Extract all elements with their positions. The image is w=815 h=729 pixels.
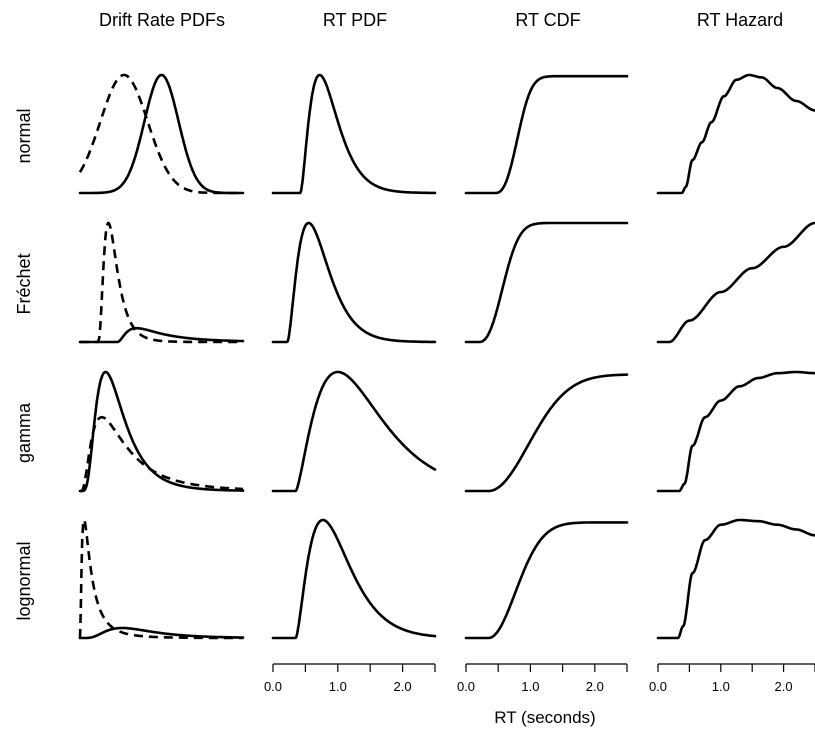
row-label-frechet: Fréchet: [14, 253, 34, 314]
column-title-rt-cdf: RT CDF: [515, 10, 580, 30]
x-tick-label: 2.0: [586, 679, 604, 694]
drift-pdf-dashed-lognormal: [78, 518, 244, 640]
rt-pdf-normal: [271, 73, 437, 195]
rt-hazard-frechet: [656, 221, 815, 344]
x-tick-label: 1.0: [329, 679, 347, 694]
x-tick-label: 0.0: [649, 679, 667, 694]
drift-pdf-solid-gamma: [78, 370, 245, 493]
x-axis-rt-pdf: 0.0 1.0 2.0: [264, 663, 436, 694]
x-tick-label: 2.0: [394, 679, 412, 694]
rt-hazard-normal: [656, 73, 815, 195]
rt-cdf-lognormal: [464, 521, 629, 640]
rt-pdf-gamma: [271, 370, 437, 493]
x-tick-label: 0.0: [457, 679, 475, 694]
x-axis-rt-hazard: 0.0 1.0 2.0: [649, 663, 815, 694]
drift-pdf-dashed-frechet: [79, 221, 244, 344]
rt-hazard-gamma: [656, 370, 815, 493]
curves: [78, 73, 815, 640]
x-axis-rt-cdf: 0.0 1.0 2.0: [457, 663, 628, 694]
rt-cdf-normal: [464, 74, 629, 195]
x-tick-label: 1.0: [521, 679, 539, 694]
column-title-rt-pdf: RT PDF: [323, 10, 387, 30]
rt-pdf-frechet: [271, 221, 437, 344]
x-tick-label: 2.0: [775, 679, 793, 694]
row-label-gamma: gamma: [14, 402, 34, 463]
column-title-rt-hazard: RT Hazard: [697, 10, 783, 30]
rt-cdf-frechet: [464, 221, 629, 344]
column-titles: Drift Rate PDFs RT PDF RT CDF RT Hazard: [99, 10, 783, 30]
drift-pdf-dashed-normal: [78, 73, 244, 195]
x-tick-label: 1.0: [712, 679, 730, 694]
x-tick-label: 0.0: [264, 679, 282, 694]
column-title-drift-rate-pdfs: Drift Rate PDFs: [99, 10, 225, 30]
x-axes: 0.0 1.0 2.0 0.0 1.0 2.0 0.0 1.0 2.0: [264, 663, 815, 694]
rt-hazard-lognormal: [656, 518, 815, 640]
row-label-normal: normal: [14, 108, 34, 163]
row-label-lognormal: lognormal: [14, 541, 34, 620]
row-labels: normal Fréchet gamma lognormal: [14, 108, 34, 620]
rt-cdf-gamma: [464, 373, 629, 493]
drift-pdf-solid-frechet: [78, 326, 245, 344]
rt-pdf-lognormal: [271, 518, 437, 640]
x-axis-title: RT (seconds): [494, 708, 595, 727]
drift-pdf-dashed-gamma: [79, 415, 244, 493]
drift-pdf-solid-normal: [78, 73, 245, 195]
drift-pdf-solid-lognormal: [78, 626, 245, 640]
